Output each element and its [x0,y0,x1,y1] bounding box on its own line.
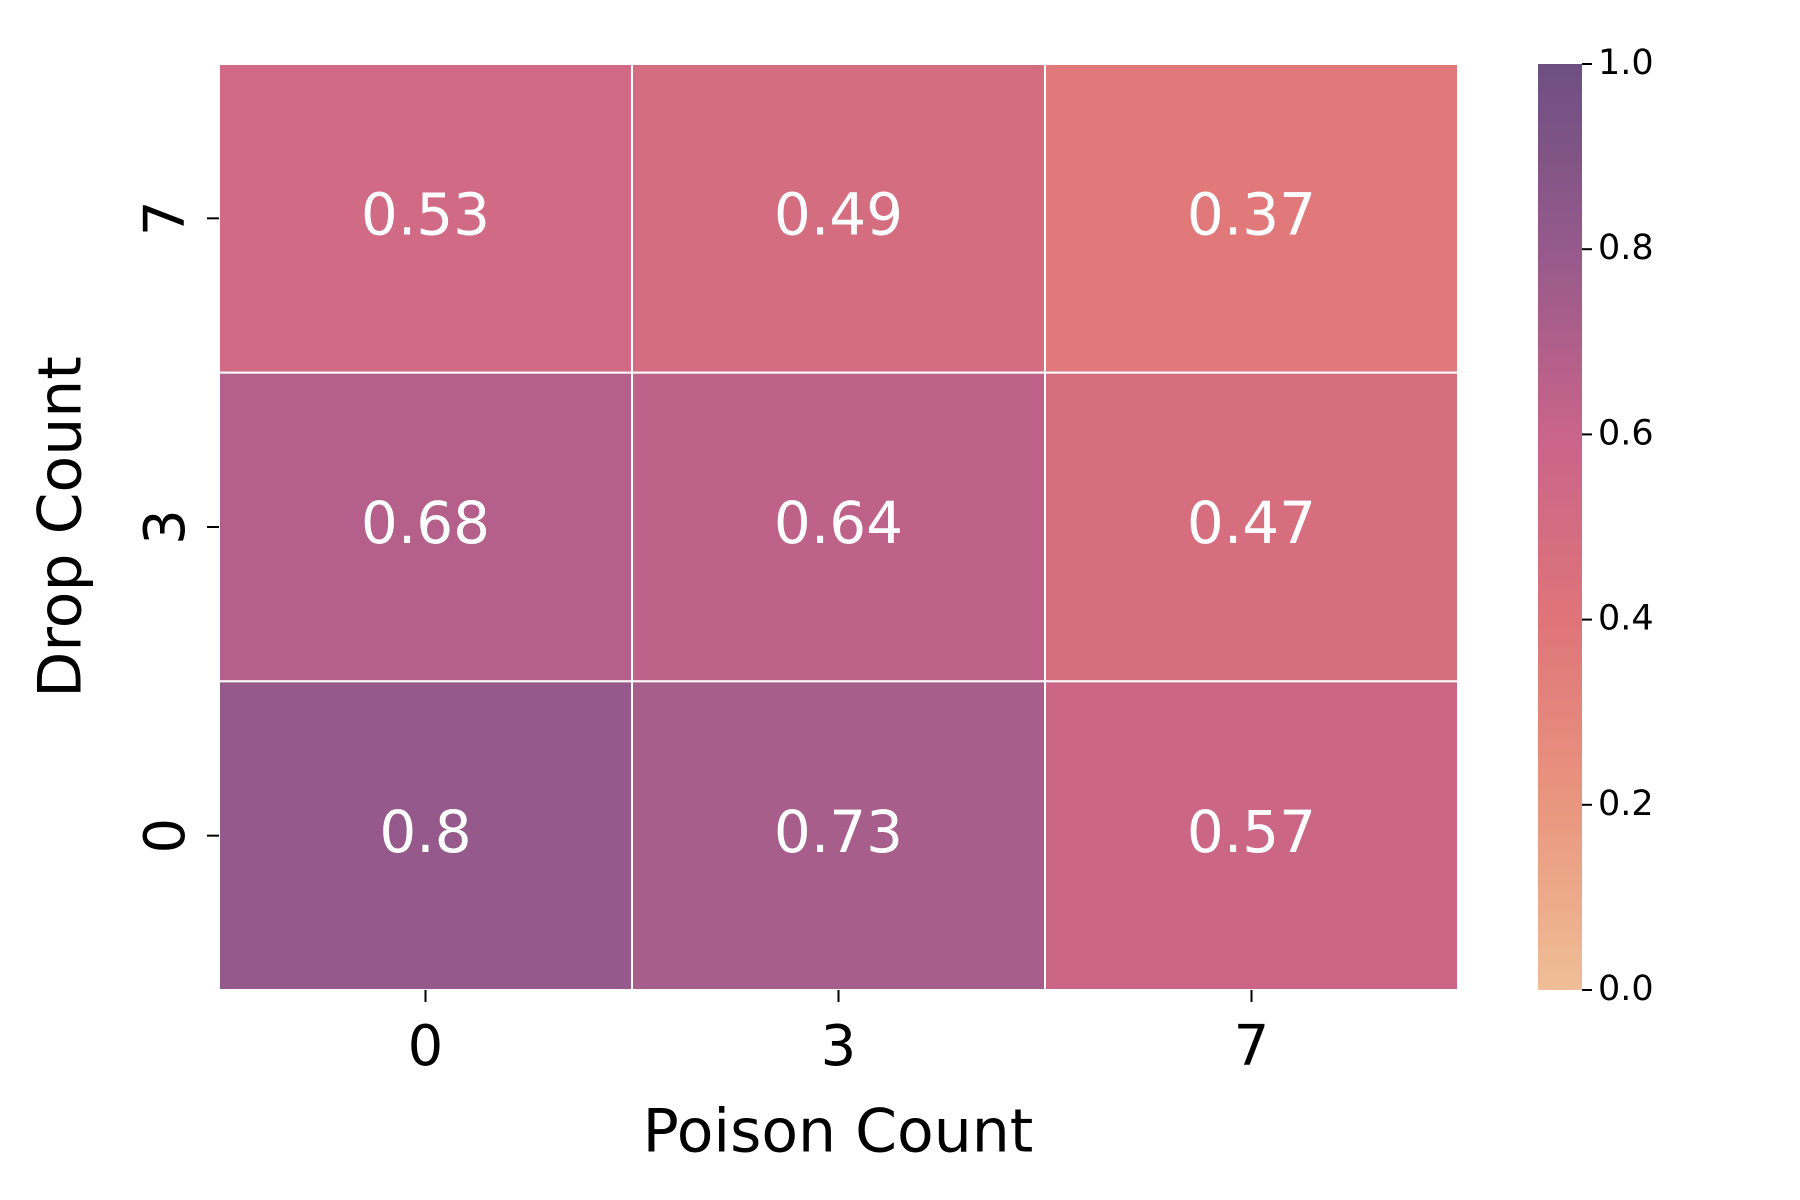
y-axis-label: Drop Count [26,356,96,698]
heatmap-cell [1044,371,1459,683]
y-tick-label: 3 [133,509,198,545]
heatmap-cell [1044,63,1459,374]
cell-label: 0.8 [379,798,471,866]
cell-label: 0.68 [361,489,490,557]
y-tick-label: 7 [133,201,198,237]
cell-label: 0.37 [1187,180,1316,248]
heatmap-cell [218,371,633,683]
colorbar-tick-label: 0.4 [1598,599,1654,639]
colorbar-tick-label: 0.6 [1598,413,1654,453]
heatmap-cell [218,63,633,374]
colorbar-tick-label: 0.8 [1598,228,1654,268]
x-tick-label: 7 [1234,1014,1270,1079]
cell-label: 0.49 [774,180,903,248]
heatmap-cell [218,680,633,991]
heatmap-cell [631,680,1046,991]
cell-label: 0.53 [361,180,490,248]
cell-label: 0.47 [1187,489,1316,557]
colorbar-tick-label: 0.0 [1598,969,1654,1009]
colorbar [1538,64,1582,990]
cell-label: 0.64 [774,489,903,557]
colorbar-tick-label: 1.0 [1598,43,1654,83]
x-tick-label: 0 [408,1014,444,1079]
colorbar-tick-label: 0.2 [1598,784,1654,824]
x-tick-label: 3 [821,1014,857,1079]
cell-label: 0.73 [774,798,903,866]
x-axis-label: Poison Count [643,1097,1034,1167]
heatmap-cell [631,371,1046,683]
y-tick-label: 0 [133,818,198,854]
cell-label: 0.57 [1187,798,1316,866]
heatmap-cell [631,63,1046,374]
